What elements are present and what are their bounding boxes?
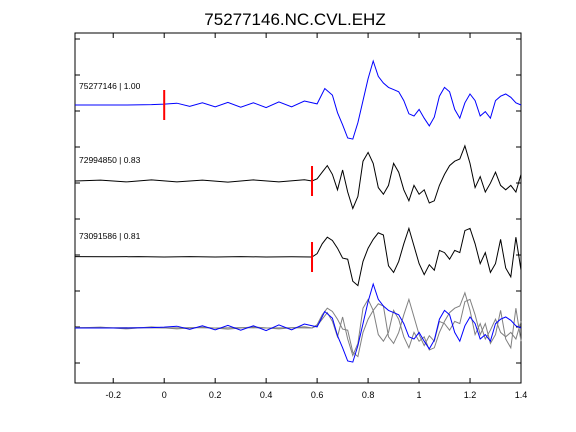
x-tick-label: 0: [162, 390, 167, 400]
overlay-traces: [74, 282, 522, 363]
x-tick-label: -0.2: [105, 390, 121, 400]
overlay-trace-line: [74, 291, 522, 357]
x-tick-label: 0.4: [260, 390, 273, 400]
trace-label: 73091586 | 0.81: [79, 231, 141, 241]
trace-label: 75277146 | 1.00: [79, 81, 141, 91]
x-tick-label: 0.8: [362, 390, 375, 400]
x-tick-label: 0.2: [209, 390, 222, 400]
overlay-master-trace-line: [75, 282, 522, 363]
trace-line: [75, 59, 522, 140]
pick-markers: [163, 90, 314, 272]
x-tick-label: 0.6: [311, 390, 324, 400]
plot-frame: [74, 32, 522, 384]
axis-ticks: -0.2 0 0.2 0.4 0.6 0.8 1 1.2 1.4: [75, 33, 527, 400]
chart-title: 75277146.NC.CVL.EHZ: [204, 10, 385, 29]
x-tick-label: 1.4: [515, 390, 528, 400]
trace-labels: 75277146 | 1.00 72994850 | 0.83 73091586 |…: [79, 81, 141, 241]
trace-line: [74, 226, 522, 287]
trace-line: [74, 144, 522, 210]
trace-label: 72994850 | 0.83: [79, 155, 141, 165]
x-tick-label: 1.2: [464, 390, 477, 400]
traces: [74, 59, 522, 287]
x-tick-label: 1: [417, 390, 422, 400]
